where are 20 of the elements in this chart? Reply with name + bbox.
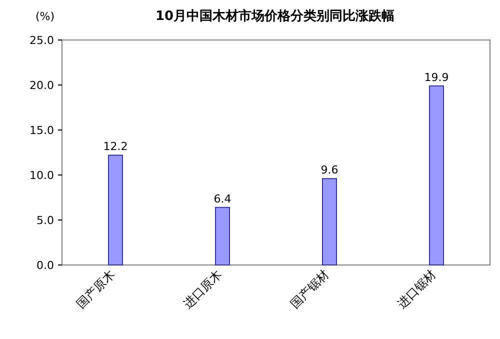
y-tick-label: 15.0: [30, 124, 54, 137]
x-tick-label: 进口原木: [180, 267, 225, 312]
x-tick-label: 国产锯材: [288, 267, 332, 312]
x-tick-label: 国产原木: [74, 267, 118, 312]
data-label: 9.6: [320, 164, 338, 177]
y-tick-label: 20.0: [30, 79, 54, 92]
bar: [215, 206, 230, 266]
y-tick-label: 25.0: [30, 34, 54, 47]
bar: [108, 154, 123, 266]
bar: [322, 178, 337, 266]
data-label: 12.2: [103, 140, 128, 154]
y-tick-label: 5.0: [36, 214, 54, 227]
y-tick-label: 10.0: [30, 169, 54, 182]
chart-title: 10月中国木材市场价格分类别同比涨跌幅: [155, 8, 395, 24]
y-tick-label: 0.0: [36, 259, 54, 272]
data-label: 6.4: [214, 192, 232, 206]
x-tick-label: 进口锯材: [394, 267, 439, 312]
bar: [429, 85, 444, 266]
y-axis-title: (%): [35, 10, 55, 23]
data-label: 19.9: [424, 70, 449, 84]
